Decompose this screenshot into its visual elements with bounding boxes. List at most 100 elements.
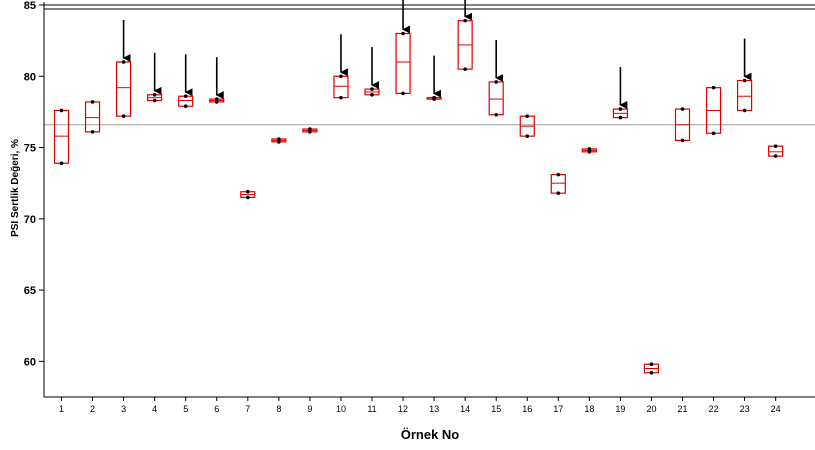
box-20 (643, 362, 660, 375)
x-tick-label: 15 (491, 404, 501, 414)
boxes-layer (53, 18, 784, 375)
x-tick-label: 13 (429, 404, 439, 414)
box-max-point (773, 144, 778, 148)
x-tick-label: 24 (771, 404, 781, 414)
x-tick-label: 14 (460, 404, 470, 414)
y-tick-label: 85 (24, 0, 36, 12)
arrows-layer (122, 0, 752, 110)
box-9 (302, 127, 318, 134)
x-tick-label: 18 (584, 404, 594, 414)
box-max-point (494, 80, 499, 84)
box-17 (550, 172, 566, 195)
x-tick-label: 1 (59, 404, 64, 414)
box-min-point (339, 95, 343, 100)
x-tick-label: 17 (553, 404, 563, 414)
box-max-point (90, 100, 95, 104)
box-max-point (711, 85, 716, 90)
x-tick-label: 22 (709, 404, 719, 414)
box-min-point (214, 100, 219, 104)
box-min-point (370, 93, 374, 97)
box-max-point (649, 362, 654, 367)
box-min-point (649, 370, 654, 375)
x-tick-label: 2 (90, 404, 95, 414)
box-3 (115, 60, 132, 118)
box-min-point (90, 130, 95, 134)
x-axis-title: Örnek No (401, 427, 460, 442)
box-min-point (711, 131, 716, 136)
x-tick-label: 19 (615, 404, 625, 414)
x-tick-label: 8 (276, 404, 281, 414)
x-tick-label: 6 (214, 404, 219, 414)
box-max-point (525, 114, 530, 118)
x-tick-label: 3 (121, 404, 126, 414)
y-tick-label: 60 (24, 356, 36, 368)
x-tick-label: 5 (183, 404, 188, 414)
box-max-point (277, 137, 281, 141)
box-8 (271, 137, 287, 144)
axes-layer (43, 2, 815, 398)
box-22 (705, 85, 722, 136)
box-min-point (494, 112, 499, 117)
box-10 (333, 74, 349, 100)
box-max-point (152, 93, 157, 97)
box-min-point (152, 98, 157, 103)
box-18 (581, 147, 597, 154)
box-min-point (556, 191, 561, 195)
box-min-point (618, 115, 623, 120)
box-max-point (246, 189, 250, 194)
box-4 (147, 93, 163, 103)
box-min-point (121, 114, 126, 118)
box-1 (53, 108, 70, 166)
x-tick-label: 21 (677, 404, 687, 414)
box-max-point (339, 74, 343, 79)
x-tick-label: 20 (646, 404, 656, 414)
x-tick-label: 11 (367, 404, 376, 414)
x-ticks-layer: 1 2 3 4 5 6 7 8 9 10 11 12 13 14 15 16 17 18 19 20 21 22 23 24 (59, 397, 781, 414)
box-min-point (742, 108, 747, 113)
y-ticks-layer: 60 65 70 75 80 85 (24, 0, 44, 368)
x-tick-label: 4 (152, 404, 157, 414)
box-max-point (556, 172, 561, 177)
box-min-point (463, 67, 467, 71)
box-min-point (773, 154, 778, 158)
box-max-point (742, 78, 747, 83)
box-max-point (463, 18, 467, 23)
box-12 (395, 31, 411, 96)
box-max-point (183, 94, 188, 99)
box-min-point (587, 150, 592, 154)
x-tick-label: 23 (740, 404, 750, 414)
box-7 (240, 189, 256, 200)
box-max-point (680, 107, 685, 111)
box-min-point (432, 97, 436, 101)
x-tick-label: 9 (307, 404, 312, 414)
box-max-point (587, 147, 592, 151)
box-min-point (246, 195, 250, 200)
box-16 (519, 114, 535, 138)
box-max-point (59, 108, 64, 113)
box-11 (364, 87, 380, 97)
box-24 (768, 144, 784, 158)
x-tick-label: 7 (245, 404, 250, 414)
box-max-point (308, 127, 312, 131)
box-19 (612, 107, 629, 120)
x-tick-label: 12 (398, 404, 408, 414)
box-max-point (121, 60, 126, 64)
box-max-point (618, 107, 623, 111)
box-min-point (525, 134, 530, 138)
box-min-point (401, 91, 405, 96)
x-tick-label: 16 (522, 404, 532, 414)
y-tick-label: 65 (24, 285, 36, 297)
box-2 (84, 100, 101, 134)
y-axis-title: PSI Sertlik Değeri, % (10, 139, 21, 237)
box-min-point (680, 138, 685, 143)
x-tick-label: 10 (336, 404, 346, 414)
box-max-point (401, 31, 405, 36)
box-max-point (370, 87, 374, 91)
box-min-point (183, 104, 188, 109)
box-min-point (308, 130, 312, 134)
y-tick-label: 70 (24, 214, 36, 226)
y-tick-label: 75 (24, 143, 36, 155)
y-tick-label: 80 (24, 71, 36, 83)
